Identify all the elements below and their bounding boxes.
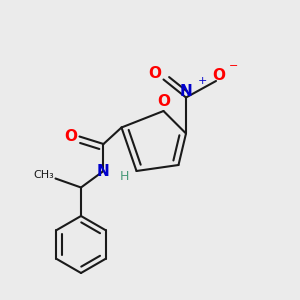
Text: N: N — [97, 164, 110, 178]
Text: O: O — [212, 68, 226, 82]
Text: O: O — [157, 94, 170, 110]
Text: N: N — [180, 84, 192, 99]
Text: H: H — [120, 170, 129, 184]
Text: −: − — [229, 61, 239, 71]
Text: O: O — [148, 66, 161, 81]
Text: +: + — [198, 76, 207, 86]
Text: CH₃: CH₃ — [33, 170, 54, 181]
Text: O: O — [64, 129, 77, 144]
